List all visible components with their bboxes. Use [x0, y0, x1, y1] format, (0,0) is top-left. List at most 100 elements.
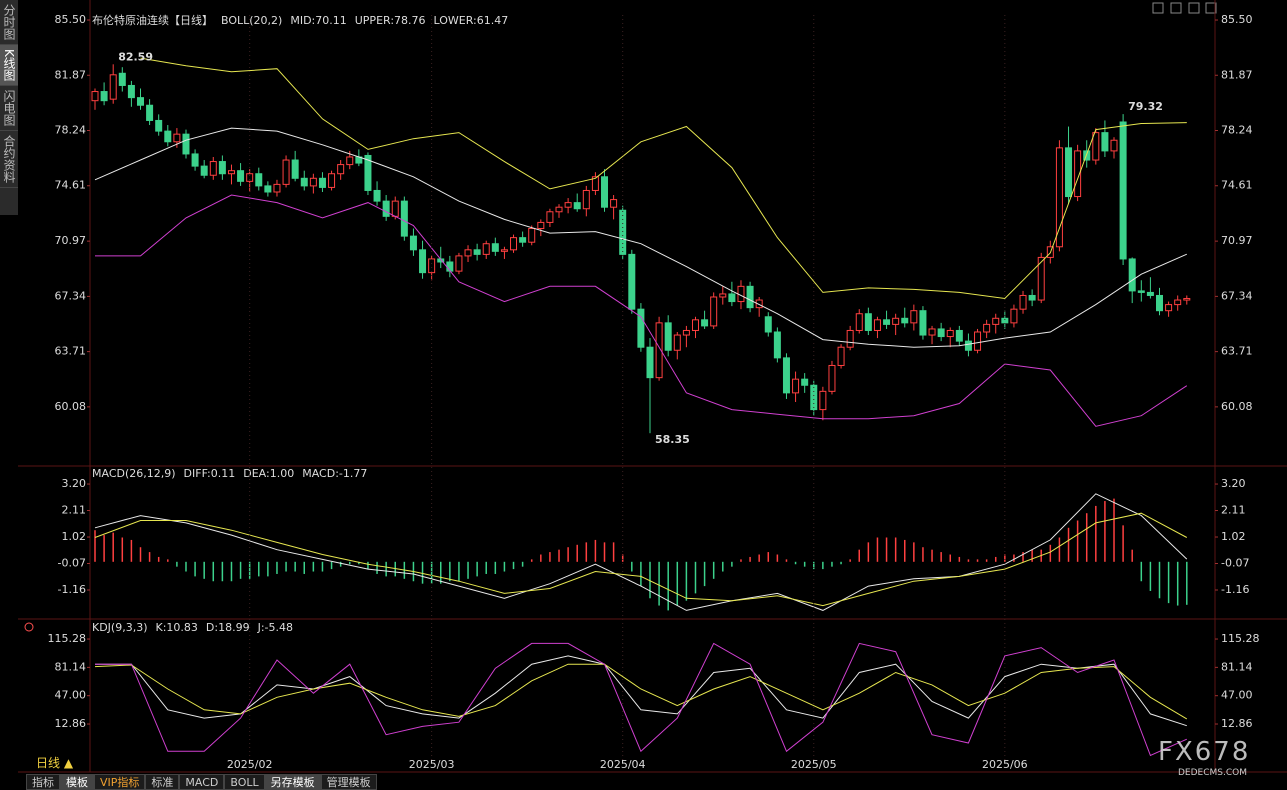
candle-body — [373, 189, 381, 202]
y-tick-label: 12.86 — [1221, 717, 1253, 730]
x-tick-label: 2025/02 — [227, 758, 273, 771]
candle-body — [127, 84, 135, 99]
candle-body — [164, 130, 172, 143]
candle-body — [1028, 294, 1036, 301]
y-tick-label: 3.20 — [1221, 477, 1246, 490]
y-tick-label: 47.00 — [1221, 689, 1253, 702]
candle-body — [819, 390, 827, 411]
tab[interactable]: 标准 — [145, 774, 180, 790]
x-tick-label: 2025/06 — [982, 758, 1028, 771]
candle-body — [237, 170, 245, 182]
candle-body — [510, 237, 518, 251]
side-tab[interactable]: 合约资料 — [0, 131, 18, 188]
watermark: FX678 — [1158, 737, 1251, 767]
icon[interactable] — [1188, 2, 1200, 14]
candle-body — [109, 74, 117, 100]
x-tick-label: 2025/03 — [409, 758, 455, 771]
candle-body — [883, 319, 891, 325]
legend-text: BOLL(20,2) — [221, 14, 282, 27]
y-tick-label: 85.50 — [55, 13, 87, 26]
side-tab[interactable]: 闪电图 — [0, 86, 18, 131]
candle-body — [100, 91, 108, 102]
candle-body — [664, 322, 672, 351]
candle-body — [382, 200, 390, 217]
candle-body — [309, 177, 317, 187]
candle-body — [937, 328, 945, 338]
y-tick-label: -0.07 — [58, 557, 86, 570]
candle-body — [983, 323, 991, 333]
icon[interactable] — [1205, 2, 1217, 14]
tab-bar: 指标 模板 VIP指标 标准 MACD BOLL 另存模板 管理模板 — [26, 774, 377, 790]
candle-body — [837, 346, 845, 366]
price-annotation: 82.59 — [118, 50, 153, 63]
y-tick-label: 47.00 — [55, 689, 87, 702]
legend-text: DIFF:0.11 — [184, 467, 236, 480]
candle-body — [400, 200, 408, 237]
y-tick-label: 85.50 — [1221, 13, 1253, 26]
y-tick-label: 78.24 — [55, 124, 87, 137]
tab[interactable]: BOLL — [224, 774, 265, 790]
candle-body — [910, 310, 918, 324]
watermark: DEDECMS.COM — [1178, 768, 1247, 778]
candle-body — [782, 357, 790, 394]
legend-text: K:10.83 — [156, 621, 198, 634]
candle-body — [864, 313, 872, 331]
candle-body — [136, 97, 144, 106]
y-tick-label: 70.97 — [55, 234, 87, 247]
y-tick-label: 74.61 — [1221, 179, 1253, 192]
candle-body — [601, 176, 609, 208]
candle-body — [1092, 132, 1100, 161]
candle-body — [746, 285, 754, 309]
indicator-line — [94, 493, 1188, 611]
side-tab[interactable]: 分时图 — [0, 0, 18, 45]
y-tick-label: 74.61 — [55, 179, 87, 192]
side-tab[interactable]: K线图 — [0, 45, 18, 86]
candle-body — [200, 165, 208, 176]
y-tick-label: 60.08 — [55, 400, 87, 413]
icon[interactable] — [1170, 2, 1182, 14]
y-tick-label: 1.02 — [62, 530, 87, 543]
candle-body — [455, 255, 463, 272]
candle-body — [500, 249, 508, 252]
icon[interactable] — [1152, 2, 1164, 14]
candle-body — [792, 378, 800, 394]
tab[interactable]: 管理模板 — [320, 774, 377, 790]
tab[interactable]: 模板 — [60, 774, 94, 790]
legend-text: KDJ(9,3,3) — [92, 621, 148, 634]
candle-body — [1156, 294, 1164, 312]
candle-body — [255, 173, 263, 187]
y-tick-label: 60.08 — [1221, 400, 1253, 413]
candle-body — [719, 293, 727, 298]
candle-body — [337, 164, 345, 175]
candle-body — [701, 319, 709, 327]
tab[interactable]: MACD — [179, 774, 225, 790]
tab[interactable]: 指标 — [26, 774, 60, 790]
tab[interactable]: 另存模板 — [264, 774, 321, 790]
tab[interactable]: VIP指标 — [94, 774, 146, 790]
x-tick-label: 2025/05 — [791, 758, 837, 771]
candle-body — [582, 189, 590, 210]
y-tick-label: 78.24 — [1221, 124, 1253, 137]
candle-body — [892, 317, 900, 325]
sidebar: 分时图 K线图 闪电图 合约资料 — [0, 0, 18, 215]
candle-body — [955, 329, 963, 342]
period-selector[interactable]: 日线 ▲ — [36, 756, 74, 770]
candle-body — [1065, 147, 1073, 198]
y-tick-label: 1.02 — [1221, 530, 1246, 543]
candle-body — [91, 91, 99, 102]
y-tick-label: 70.97 — [1221, 234, 1253, 247]
y-tick-label: 63.71 — [55, 345, 87, 358]
y-tick-label: 115.28 — [1221, 632, 1260, 645]
candle-body — [173, 133, 181, 143]
icon[interactable] — [24, 622, 34, 632]
candle-body — [755, 299, 763, 309]
candle-body — [846, 329, 854, 348]
price-annotation: 58.35 — [655, 433, 690, 446]
legend-text: MACD(26,12,9) — [92, 467, 176, 480]
candle-body — [546, 211, 554, 223]
indicator-line — [94, 127, 1188, 348]
indicator-line — [94, 512, 1188, 607]
legend-text: 布伦特原油连续【日线】 — [92, 13, 213, 27]
candle-body — [218, 161, 226, 175]
